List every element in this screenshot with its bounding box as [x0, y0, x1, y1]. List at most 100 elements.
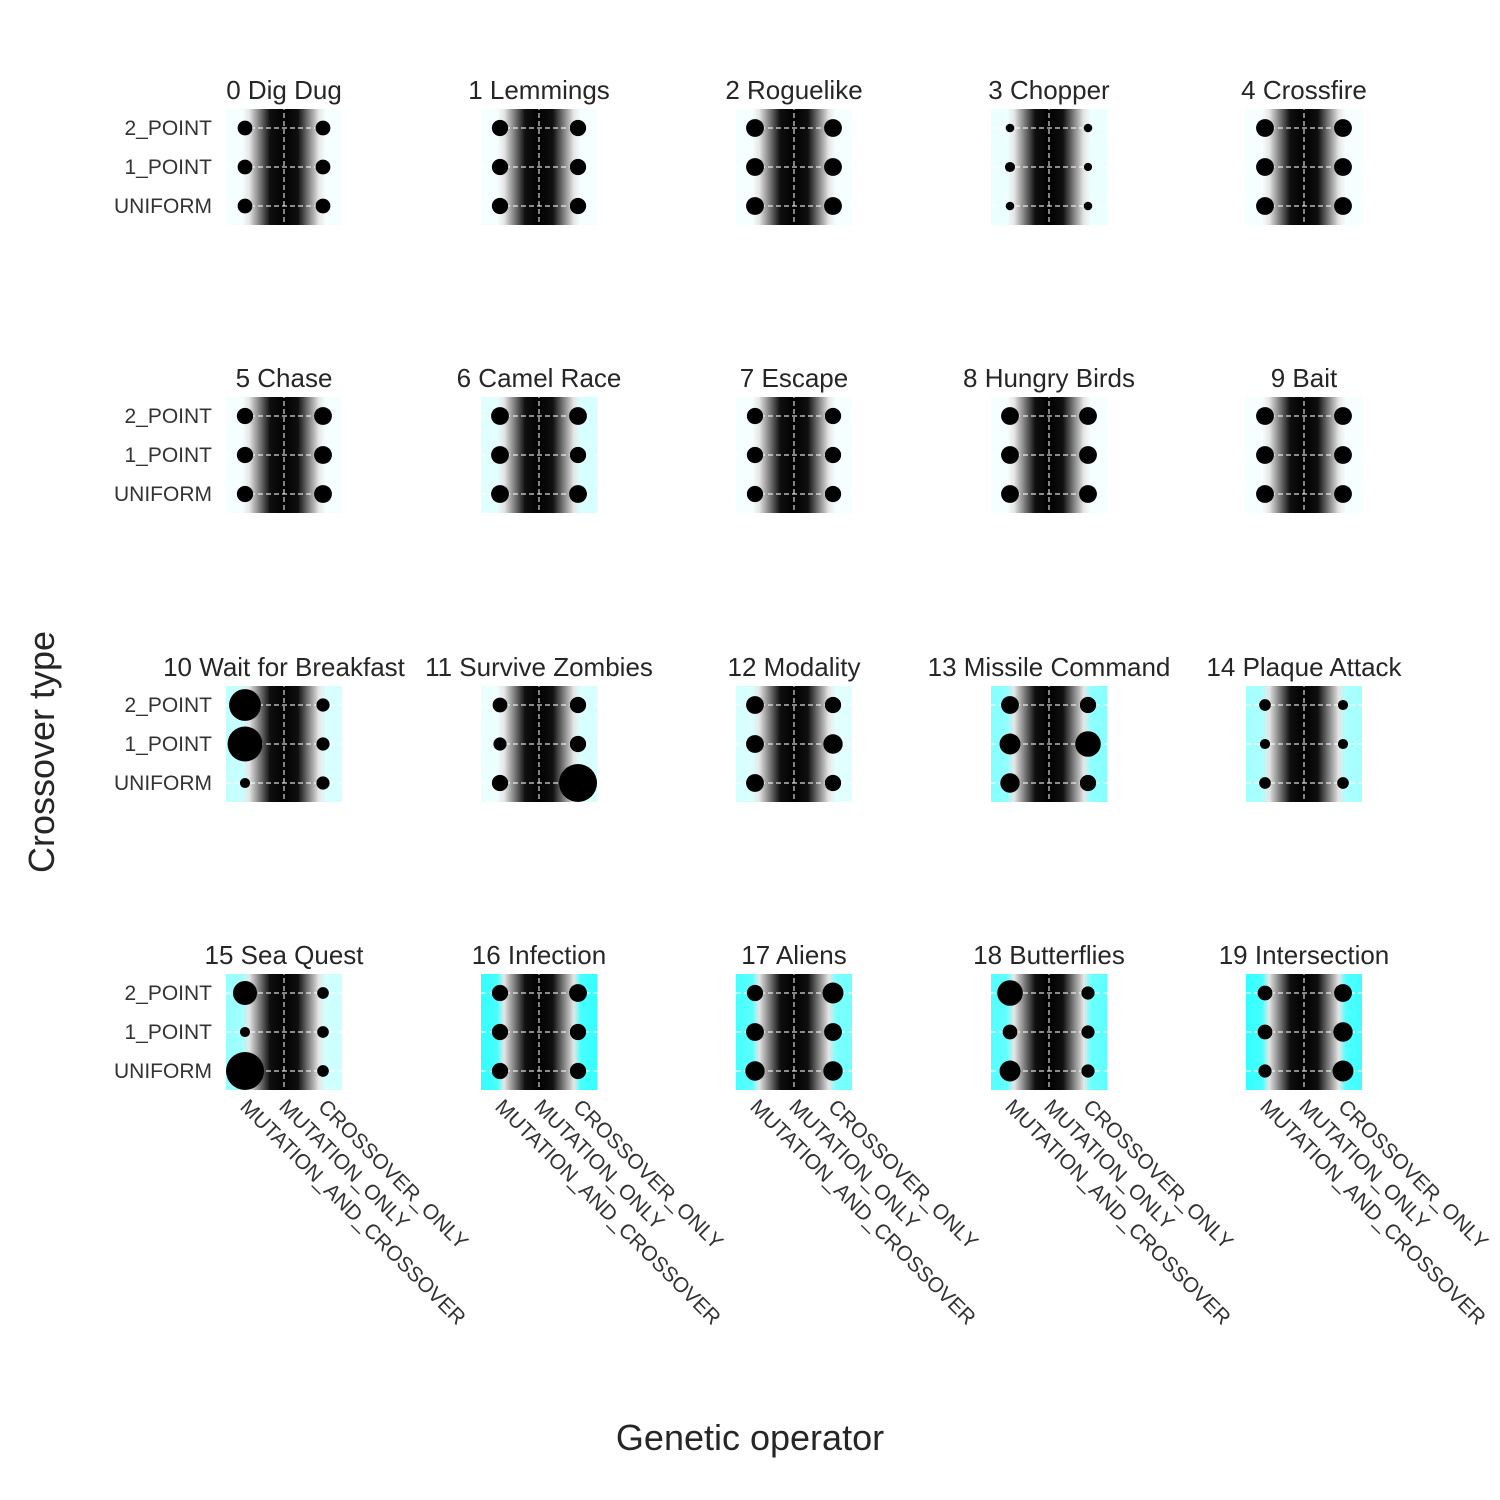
- data-point: [1256, 158, 1274, 176]
- facet-title: 9 Bait: [1271, 363, 1338, 393]
- data-point: [491, 984, 509, 1002]
- data-point: [232, 980, 258, 1006]
- facet-panel: 13 Missile Command: [928, 652, 1171, 802]
- y-tick-label: UNIFORM: [114, 772, 212, 795]
- data-point: [999, 733, 1021, 755]
- y-tick-label: UNIFORM: [114, 483, 212, 506]
- data-point: [1001, 446, 1019, 464]
- data-point: [746, 1023, 764, 1041]
- data-point: [569, 407, 587, 425]
- data-point: [226, 1052, 264, 1090]
- data-point: [1334, 197, 1352, 215]
- data-point: [1256, 197, 1274, 215]
- data-point: [315, 120, 331, 136]
- facet-panel: 3 Chopper: [983, 75, 1111, 225]
- data-point: [315, 198, 331, 214]
- data-point: [997, 980, 1023, 1006]
- data-point: [493, 737, 507, 751]
- y-tick-label: UNIFORM: [114, 195, 212, 218]
- x-axis-title: Genetic operator: [616, 1417, 884, 1458]
- data-point: [746, 735, 764, 753]
- y-axis-title: Crossover type: [21, 631, 62, 873]
- data-point: [569, 446, 587, 464]
- facet-title: 11 Survive Zombies: [425, 652, 653, 682]
- data-point: [824, 696, 842, 714]
- data-point: [314, 485, 332, 503]
- data-point: [1258, 1064, 1272, 1078]
- data-point: [1083, 201, 1093, 211]
- data-point: [1334, 158, 1352, 176]
- data-point: [491, 1062, 509, 1080]
- facet-panel: 11 Survive Zombies: [425, 652, 653, 802]
- data-point: [492, 697, 508, 713]
- data-point: [1332, 1060, 1354, 1082]
- data-point: [317, 1065, 329, 1077]
- data-point: [1075, 731, 1101, 757]
- data-point: [315, 159, 331, 175]
- facet-title: 7 Escape: [740, 363, 848, 393]
- data-point: [239, 777, 251, 789]
- data-point: [1259, 777, 1271, 789]
- data-point: [491, 158, 509, 176]
- data-point: [1079, 407, 1097, 425]
- y-tick-label: 2_POINT: [124, 982, 212, 1005]
- data-point: [746, 774, 764, 792]
- facet-title: 14 Plaque Attack: [1206, 652, 1402, 682]
- data-point: [491, 1023, 509, 1041]
- facet-panel: 9 Bait: [1238, 363, 1366, 513]
- data-point: [491, 407, 509, 425]
- data-point: [746, 158, 764, 176]
- facet-title: 16 Infection: [472, 940, 606, 970]
- facet-title: 17 Aliens: [741, 940, 847, 970]
- data-point: [559, 764, 597, 802]
- data-point: [229, 689, 261, 721]
- data-point: [1001, 696, 1019, 714]
- data-point: [1337, 699, 1349, 711]
- data-point: [1079, 774, 1097, 792]
- data-point: [824, 446, 842, 464]
- data-point: [824, 485, 842, 503]
- y-tick-label: 1_POINT: [124, 1021, 212, 1044]
- data-point: [314, 407, 332, 425]
- data-point: [227, 726, 263, 762]
- data-point: [569, 197, 587, 215]
- x-tick-label: CROSSOVER_ONLY: [313, 1095, 472, 1254]
- facet-title: 3 Chopper: [988, 75, 1110, 105]
- data-point: [491, 119, 509, 137]
- data-point: [824, 1023, 842, 1041]
- data-point: [1334, 407, 1352, 425]
- data-point: [317, 987, 329, 999]
- data-point: [569, 119, 587, 137]
- data-point: [1083, 123, 1093, 133]
- data-point: [316, 776, 330, 790]
- facet-panel: 15 Sea Quest2_POINT1_POINTUNIFORMMUTATIO…: [114, 940, 472, 1330]
- data-point: [1337, 777, 1349, 789]
- facet-title: 2 Roguelike: [725, 75, 862, 105]
- data-point: [1000, 773, 1020, 793]
- x-tick-label: CROSSOVER_ONLY: [1333, 1095, 1492, 1254]
- data-point: [1259, 699, 1271, 711]
- facet-panel: 12 Modality: [728, 652, 860, 802]
- facet-title: 8 Hungry Birds: [963, 363, 1135, 393]
- y-tick-label: 1_POINT: [124, 444, 212, 467]
- facet-title: 13 Missile Command: [928, 652, 1171, 682]
- data-point: [1079, 485, 1097, 503]
- facet-title: 10 Wait for Breakfast: [163, 652, 406, 682]
- facet-title: 19 Intersection: [1219, 940, 1390, 970]
- data-point: [569, 485, 587, 503]
- data-point: [569, 158, 587, 176]
- data-point: [237, 120, 253, 136]
- y-tick-label: 2_POINT: [124, 117, 212, 140]
- facet-panel: 1 Lemmings: [468, 75, 610, 225]
- data-point: [1256, 119, 1274, 137]
- data-point: [746, 197, 764, 215]
- data-point: [236, 446, 254, 464]
- data-point: [1081, 1064, 1095, 1078]
- facet-panel: 10 Wait for Breakfast 2_POINT 1_POINT UNIFO…: [114, 652, 406, 802]
- data-point: [746, 984, 764, 1002]
- facet-panel: 8 Hungry Birds: [963, 363, 1135, 513]
- y-tick-label: 2_POINT: [124, 694, 212, 717]
- facet-title: 4 Crossfire: [1241, 75, 1367, 105]
- data-point: [1002, 1024, 1018, 1040]
- data-point: [824, 774, 842, 792]
